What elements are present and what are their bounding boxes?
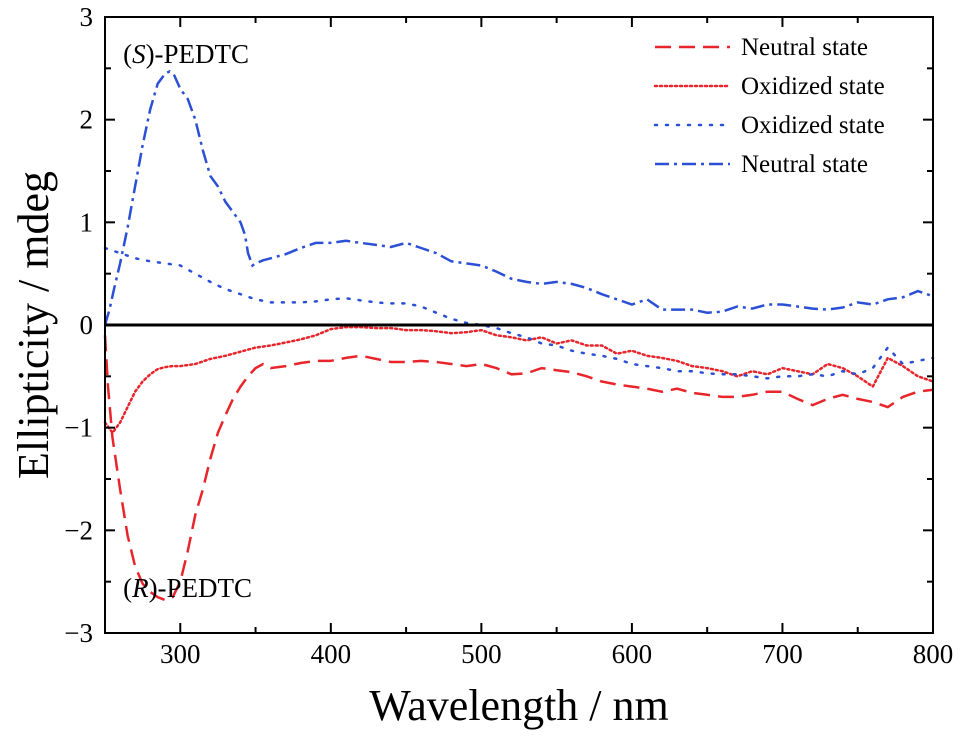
x-tick-label: 500 <box>461 639 502 669</box>
y-axis-title: Ellipticity / mdeg <box>9 171 58 479</box>
x-axis-title: Wavelength / nm <box>369 681 669 730</box>
s-pedtc-label: (S)-PEDTC <box>123 39 249 69</box>
legend-label-1: Neutral state <box>741 34 868 61</box>
legend: Neutral state Oxidized state Oxidized stat… <box>653 34 885 178</box>
r-pedtc-label: (R)-PEDTC <box>123 573 252 603</box>
x-tick-label: 300 <box>160 639 201 669</box>
series-line-2 <box>103 325 935 435</box>
x-tick-label: 700 <box>762 639 803 669</box>
annotations-layer: (S)-PEDTC (R)-PEDTC <box>123 39 252 603</box>
y-tick-label: 3 <box>80 2 94 32</box>
y-tick-label: 0 <box>80 310 94 340</box>
series-line-1 <box>103 335 934 602</box>
x-tick-label: 600 <box>612 639 653 669</box>
y-tick-label: −3 <box>64 618 93 648</box>
series-line-3 <box>103 246 935 380</box>
y-tick-label: 2 <box>80 105 94 135</box>
ticks-layer: 300 400 500 600 700 800 −3 −2 −1 0 1 2 3 <box>64 2 953 669</box>
x-tick-label: 400 <box>311 639 352 669</box>
legend-label-2: Oxidized state <box>741 73 885 100</box>
series-layer <box>103 69 935 602</box>
y-tick-label: 1 <box>80 207 94 237</box>
y-tick-label: −2 <box>64 515 93 545</box>
series-line-4 <box>103 69 934 326</box>
x-tick-label: 800 <box>913 639 954 669</box>
y-tick-label: −1 <box>64 413 93 443</box>
legend-label-4: Neutral state <box>741 151 868 178</box>
legend-label-3: Oxidized state <box>741 112 885 139</box>
